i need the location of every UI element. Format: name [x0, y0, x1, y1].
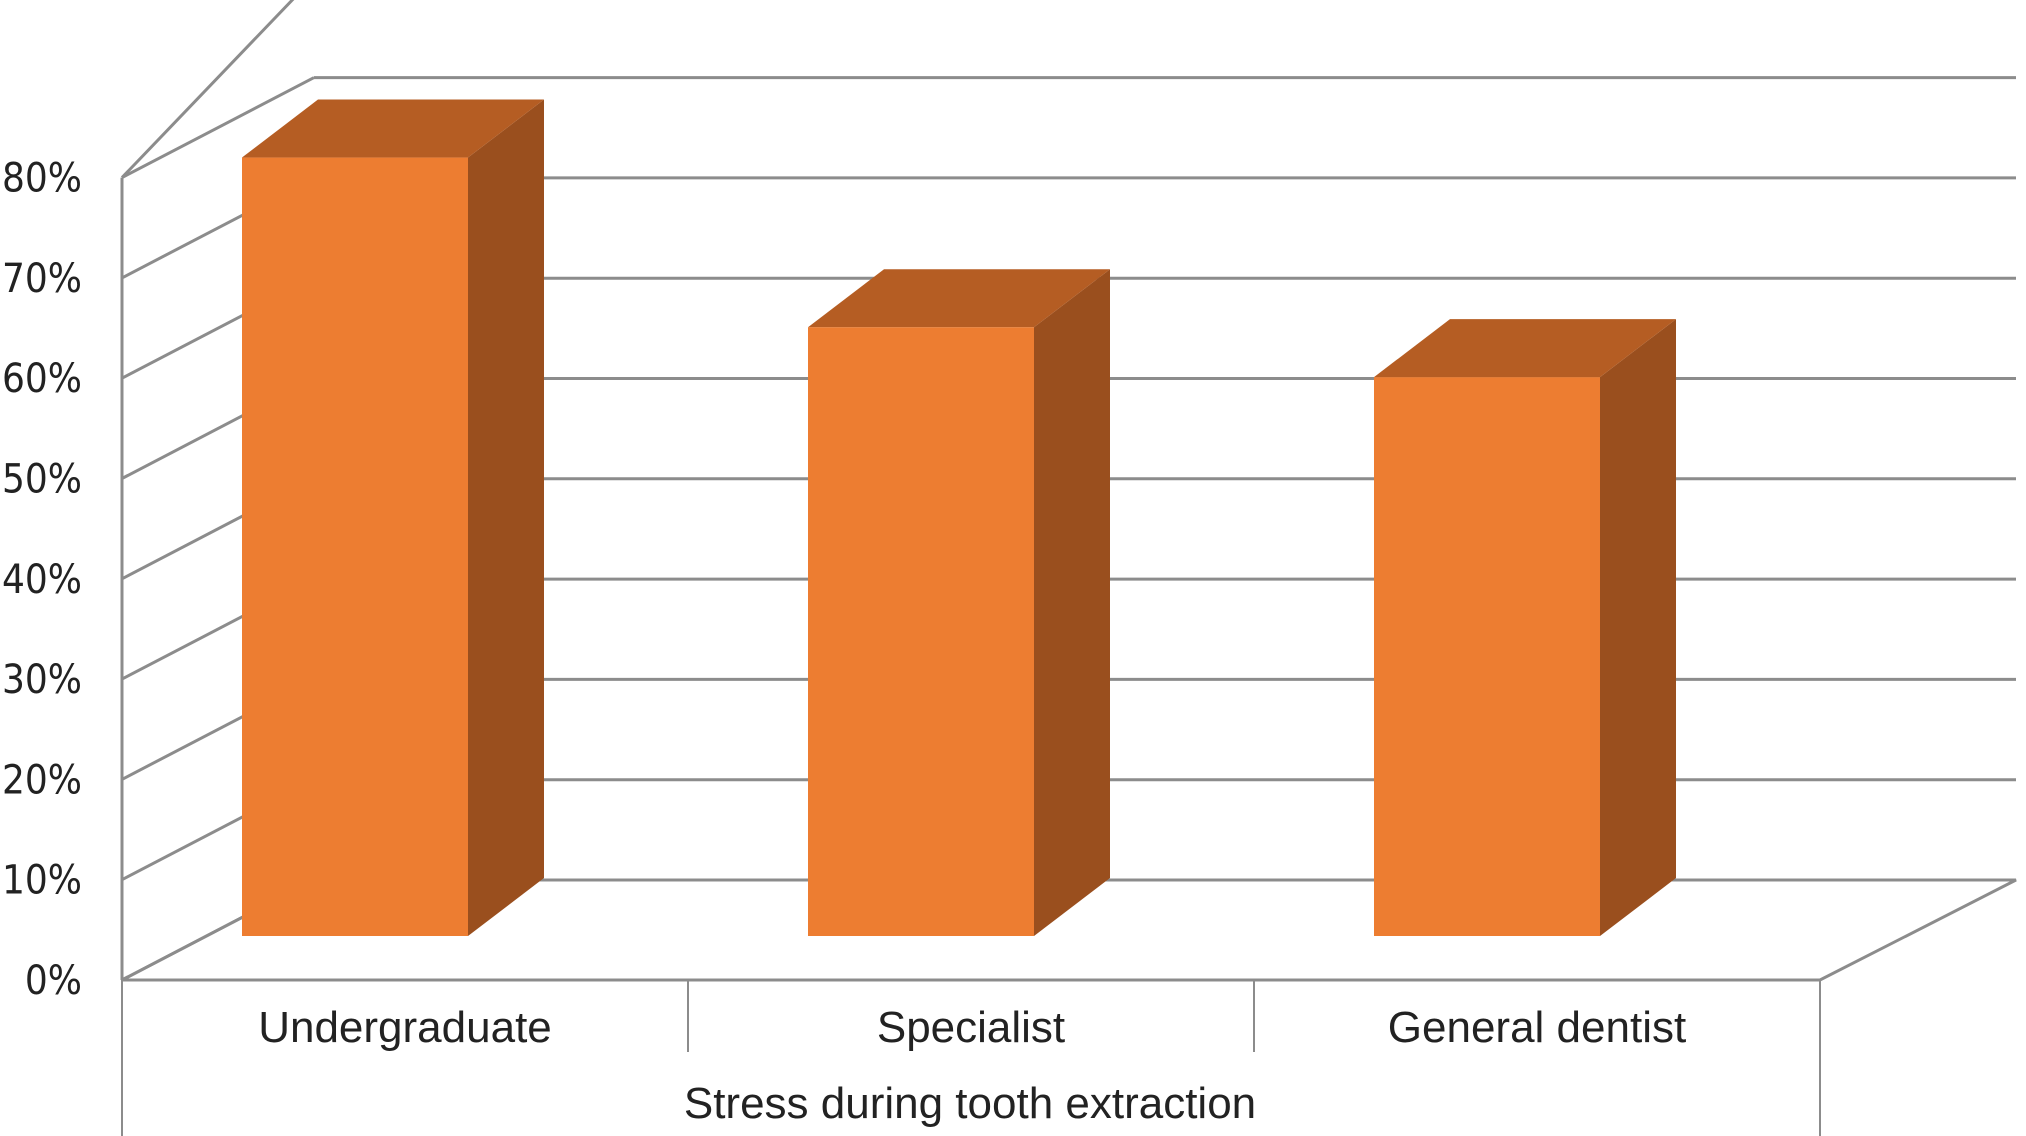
- bars: [242, 99, 1676, 937]
- bar-front-face: [808, 327, 1034, 937]
- x-axis: Undergraduate Specialist General dentist: [121, 980, 1821, 1136]
- x-tick-label: Specialist: [877, 1003, 1065, 1052]
- bar-top-face: [1374, 319, 1676, 378]
- bar: [808, 269, 1110, 937]
- x-axis-title: Stress during tooth extraction: [684, 1079, 1256, 1128]
- y-tick-label: 10%: [2, 858, 82, 904]
- bar-top-face: [242, 99, 544, 158]
- bar-front-face: [242, 157, 468, 936]
- y-tick-label: 60%: [2, 356, 82, 402]
- gridline-side: [121, 76, 315, 179]
- y-tick-label: 20%: [2, 757, 82, 803]
- y-tick-label: 30%: [2, 657, 82, 703]
- gridline-side: [120, 0, 295, 179]
- bar-front-face: [1374, 377, 1600, 936]
- bar: [1374, 319, 1676, 936]
- x-tick-label: Undergraduate: [258, 1003, 552, 1052]
- bar: [242, 99, 544, 936]
- y-tick-label: 70%: [2, 256, 82, 302]
- bar-side-face: [1034, 269, 1110, 937]
- x-tick-label: General dentist: [1388, 1003, 1686, 1052]
- y-tick-label: 80%: [2, 156, 82, 202]
- y-tick-label: 40%: [2, 557, 82, 603]
- bar-side-face: [1600, 319, 1676, 936]
- bar-top-face: [808, 269, 1110, 328]
- y-axis-ticks: 0% 10% 20% 30% 40% 50% 60% 70% 80%: [2, 156, 82, 1004]
- y-tick-label: 0%: [25, 958, 82, 1004]
- bar-side-face: [468, 99, 544, 936]
- y-tick-label: 50%: [2, 457, 82, 503]
